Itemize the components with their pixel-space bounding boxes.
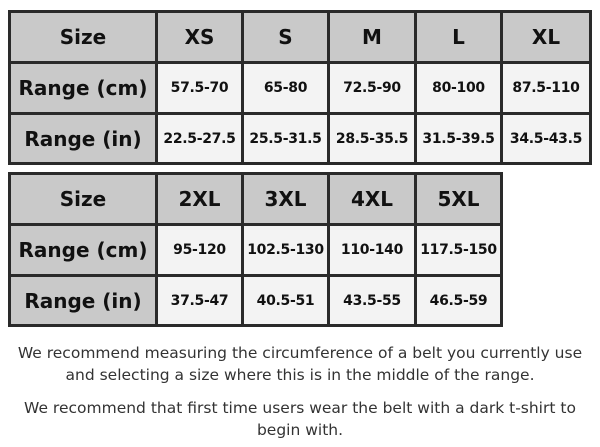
note: We recommend measuring the circumference… bbox=[17, 344, 583, 384]
header-cell: 5XL bbox=[414, 172, 503, 226]
range-cell: 31.5-39.5 bbox=[414, 112, 503, 165]
size-table: Size XS S M L XL Range (cm) 57.5-70 65-80 72.5-90… bbox=[8, 10, 592, 165]
header-cell: 4XL bbox=[327, 172, 417, 226]
range-cell: 46.5-59 bbox=[414, 274, 503, 327]
data-row: Range (in) 22.5-27.5 25.5-31.5 28.5-35.5 31.… bbox=[8, 112, 592, 165]
range-cell: 28.5-35.5 bbox=[327, 112, 417, 165]
range-cell: 37.5-47 bbox=[155, 274, 244, 327]
range-cell: 25.5-31.5 bbox=[241, 112, 330, 165]
row-label: Range (in) bbox=[8, 112, 158, 165]
range-cell: 43.5-55 bbox=[327, 274, 417, 327]
range-cell: 117.5-150 bbox=[414, 223, 503, 277]
data-row: Range (cm) 95-120 102.5-130 110-140 117.5-15… bbox=[8, 223, 503, 277]
row-label: Range (cm) bbox=[8, 223, 158, 277]
header-cell: Size bbox=[8, 172, 158, 226]
range-cell: 22.5-27.5 bbox=[155, 112, 244, 165]
data-row: Range (in) 37.5-47 40.5-51 43.5-55 46.5-59 bbox=[8, 274, 503, 327]
row-label: Range (cm) bbox=[8, 61, 158, 115]
header-cell: 3XL bbox=[241, 172, 330, 226]
header-cell: Size bbox=[8, 10, 158, 64]
note: We recommend that first time users wear … bbox=[24, 399, 576, 439]
data-row: Range (cm) 57.5-70 65-80 72.5-90 80-100 87.5-… bbox=[8, 61, 592, 115]
size-table: Size 2XL 3XL 4XL 5XL Range (cm) 95-120 102.5-13… bbox=[8, 172, 503, 327]
header-cell: XS bbox=[155, 10, 244, 64]
header-row: Size 2XL 3XL 4XL 5XL bbox=[8, 172, 503, 226]
range-cell: 80-100 bbox=[414, 61, 503, 115]
range-cell: 40.5-51 bbox=[241, 274, 330, 327]
header-cell: L bbox=[414, 10, 503, 64]
header-cell: M bbox=[327, 10, 417, 64]
header-row: Size XS S M L XL bbox=[8, 10, 592, 64]
range-cell: 110-140 bbox=[327, 223, 417, 277]
range-cell: 34.5-43.5 bbox=[500, 112, 592, 165]
range-cell: 57.5-70 bbox=[155, 61, 244, 115]
range-cell: 65-80 bbox=[241, 61, 330, 115]
row-label: Range (in) bbox=[8, 274, 158, 327]
header-cell: XL bbox=[500, 10, 592, 64]
range-cell: 87.5-110 bbox=[500, 61, 592, 115]
range-cell: 102.5-130 bbox=[241, 223, 330, 277]
header-cell: 2XL bbox=[155, 172, 244, 226]
header-cell: S bbox=[241, 10, 330, 64]
range-cell: 95-120 bbox=[155, 223, 244, 277]
range-cell: 72.5-90 bbox=[327, 61, 417, 115]
